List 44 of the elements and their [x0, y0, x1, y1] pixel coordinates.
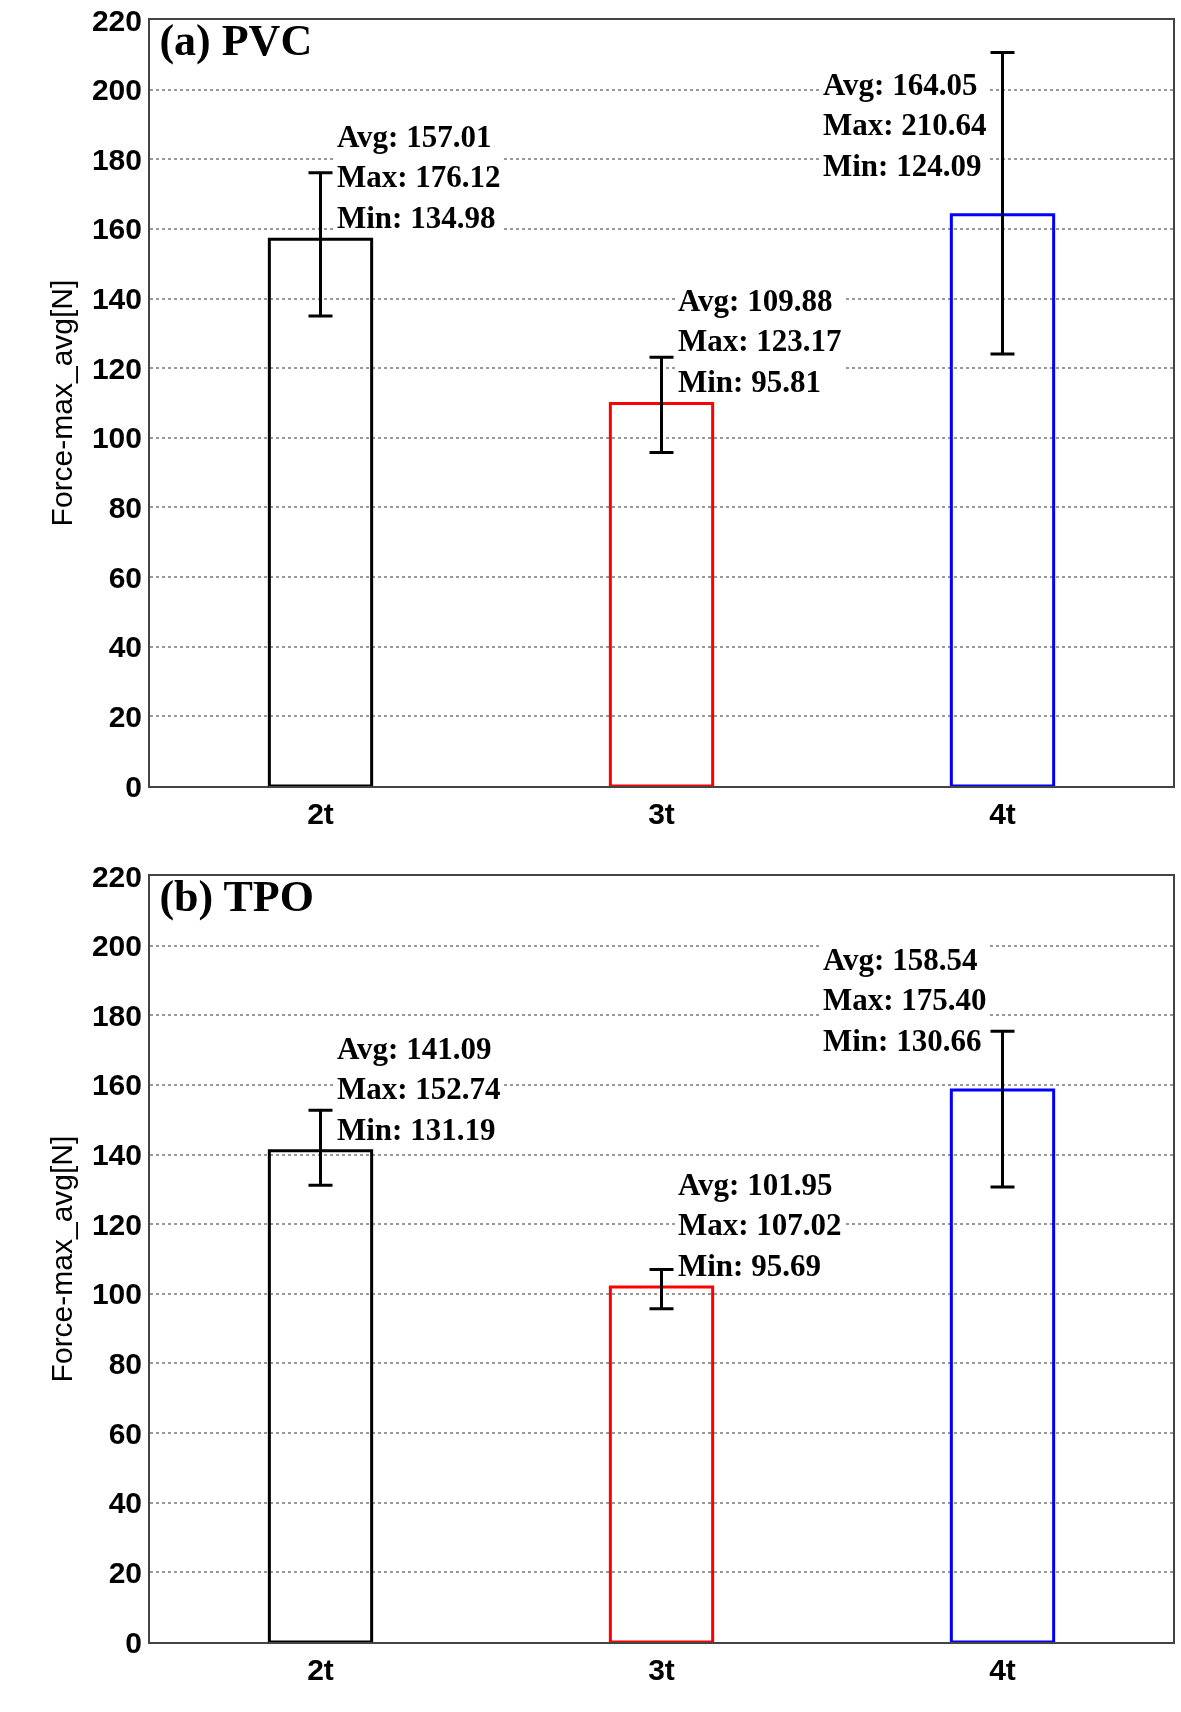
y-tick-label: 20: [108, 699, 142, 733]
chart-title: (a) PVC: [159, 15, 313, 65]
x-tick-label: 3t: [648, 1653, 675, 1686]
x-tick-label: 2t: [307, 1653, 334, 1686]
y-axis-title: Force-max_avg[N]: [45, 279, 79, 527]
y-tick-label: 180: [91, 142, 142, 176]
y-tick-label: 200: [91, 929, 142, 963]
x-tick-label: 2t: [307, 797, 334, 830]
y-tick-label: 80: [108, 1346, 142, 1380]
y-tick-label: 160: [91, 212, 142, 246]
x-tick-label: 4t: [989, 797, 1016, 830]
y-tick-label: 0: [125, 769, 142, 803]
annotation: Avg: 109.88 Max: 123.17 Min: 95.81: [678, 283, 842, 399]
y-tick-label: 20: [108, 1555, 142, 1589]
y-tick-label: 180: [91, 998, 142, 1032]
y-tick-label: 120: [91, 351, 142, 385]
y-tick-label: 80: [108, 490, 142, 524]
y-tick-label: 160: [91, 1068, 142, 1102]
bar: [608, 401, 715, 786]
y-tick-label: 200: [91, 73, 142, 107]
bar: [608, 1285, 715, 1642]
annotation: Avg: 101.95 Max: 107.02 Min: 95.69: [678, 1167, 842, 1283]
y-axis-title: Force-max_avg[N]: [45, 1135, 79, 1383]
bar: [949, 213, 1056, 786]
y-tick-label: 100: [91, 1277, 142, 1311]
y-tick-label: 60: [108, 560, 142, 594]
annotation: Avg: 157.01 Max: 176.12 Min: 134.98: [337, 119, 501, 235]
y-tick-label: 40: [108, 1486, 142, 1520]
y-tick-label: 0: [125, 1625, 142, 1659]
y-tick-label: 140: [91, 282, 142, 316]
y-tick-label: 40: [108, 630, 142, 664]
annotation: Avg: 141.09 Max: 152.74 Min: 131.19: [337, 1031, 501, 1147]
y-tick-label: 60: [108, 1416, 142, 1450]
x-tick-label: 4t: [989, 1653, 1016, 1686]
y-tick-label: 220: [91, 859, 142, 893]
y-tick-label: 100: [91, 421, 142, 455]
annotation: Avg: 158.54 Max: 175.40 Min: 130.66: [823, 942, 987, 1058]
y-tick-label: 120: [91, 1207, 142, 1241]
y-tick-label: 220: [91, 3, 142, 37]
y-tick-label: 140: [91, 1138, 142, 1172]
x-tick-label: 3t: [648, 797, 675, 830]
bar: [949, 1088, 1056, 1642]
chart-title: (b) TPO: [159, 871, 314, 921]
annotation: Avg: 164.05 Max: 210.64 Min: 124.09: [823, 67, 987, 183]
